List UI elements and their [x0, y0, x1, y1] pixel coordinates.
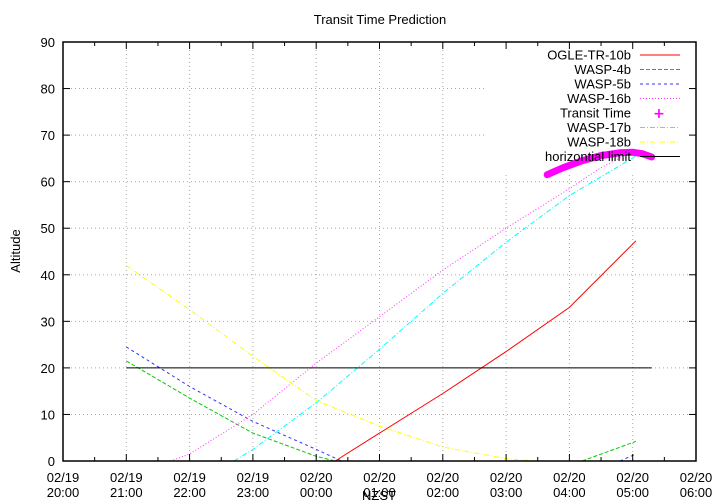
y-axis-label: Altitude	[8, 229, 23, 272]
y-tick-label: 70	[41, 128, 55, 143]
legend-label-wasp-5b: WASP-5b	[574, 77, 631, 92]
series-wasp-4b	[581, 440, 637, 462]
y-tick-label: 30	[41, 314, 55, 329]
x-tick-time: 02:00	[427, 485, 460, 500]
series-transit-time	[543, 148, 656, 179]
x-tick-time: 04:00	[553, 485, 586, 500]
series-wasp-5b	[126, 346, 342, 462]
legend-label-ogle-tr-10b: OGLE-TR-10b	[547, 48, 631, 63]
y-tick-label: 0	[48, 454, 55, 469]
x-tick-date: 02/20	[553, 470, 586, 485]
legend-label-wasp-16b: WASP-16b	[567, 91, 631, 106]
y-axis-ticks: 0 10 20 30 40 50 60 70 80 90	[41, 35, 696, 469]
x-tick-time: 22:00	[173, 485, 206, 500]
y-tick-label: 80	[41, 82, 55, 97]
chart-title: Transit Time Prediction	[314, 12, 446, 27]
x-axis-ticks: 02/1920:0002/1921:0002/1922:0002/1923:00…	[47, 42, 713, 500]
legend-label-wasp-18b: WASP-18b	[567, 135, 631, 150]
x-tick-date: 02/20	[616, 470, 649, 485]
series-wasp-5b	[619, 453, 637, 462]
legend-label-wasp-17b: WASP-17b	[567, 120, 631, 135]
x-tick-time: 00:00	[300, 485, 333, 500]
x-tick-date: 02/20	[490, 470, 523, 485]
series-wasp-18b	[126, 265, 538, 462]
plus-marker-icon: +	[653, 106, 665, 122]
x-tick-time: 06:00	[680, 485, 713, 500]
legend: OGLE-TR-10bWASP-4bWASP-5bWASP-16bTransit…	[545, 48, 680, 164]
y-tick-label: 50	[41, 221, 55, 236]
y-tick-label: 20	[41, 361, 55, 376]
x-tick-time: 21:00	[110, 485, 143, 500]
x-tick-date: 02/20	[300, 470, 333, 485]
x-tick-date: 02/19	[237, 470, 270, 485]
series-ogle-tr-10b	[334, 240, 637, 462]
x-tick-time: 23:00	[237, 485, 270, 500]
x-tick-date: 02/19	[47, 470, 80, 485]
x-tick-date: 02/19	[110, 470, 143, 485]
legend-label-wasp-4b: WASP-4b	[574, 62, 631, 77]
x-tick-time: 01:00	[363, 485, 396, 500]
plot-series	[126, 148, 656, 462]
legend-label-transit-time: Transit Time	[560, 106, 631, 121]
series-wasp-17b	[233, 155, 637, 462]
y-tick-label: 90	[41, 35, 55, 50]
y-tick-label: 40	[41, 268, 55, 283]
legend-label-horizontial-limit: horizontial limit	[545, 149, 631, 164]
x-axis-label: NZST	[362, 488, 396, 503]
x-tick-date: 02/20	[363, 470, 396, 485]
series-wasp-4b	[126, 360, 336, 462]
x-tick-date: 02/20	[427, 470, 460, 485]
x-tick-time: 05:00	[616, 485, 649, 500]
y-tick-label: 60	[41, 175, 55, 190]
x-tick-time: 03:00	[490, 485, 523, 500]
y-tick-label: 10	[41, 407, 55, 422]
x-tick-date: 02/20	[680, 470, 713, 485]
x-tick-date: 02/19	[173, 470, 206, 485]
x-tick-time: 20:00	[47, 485, 80, 500]
